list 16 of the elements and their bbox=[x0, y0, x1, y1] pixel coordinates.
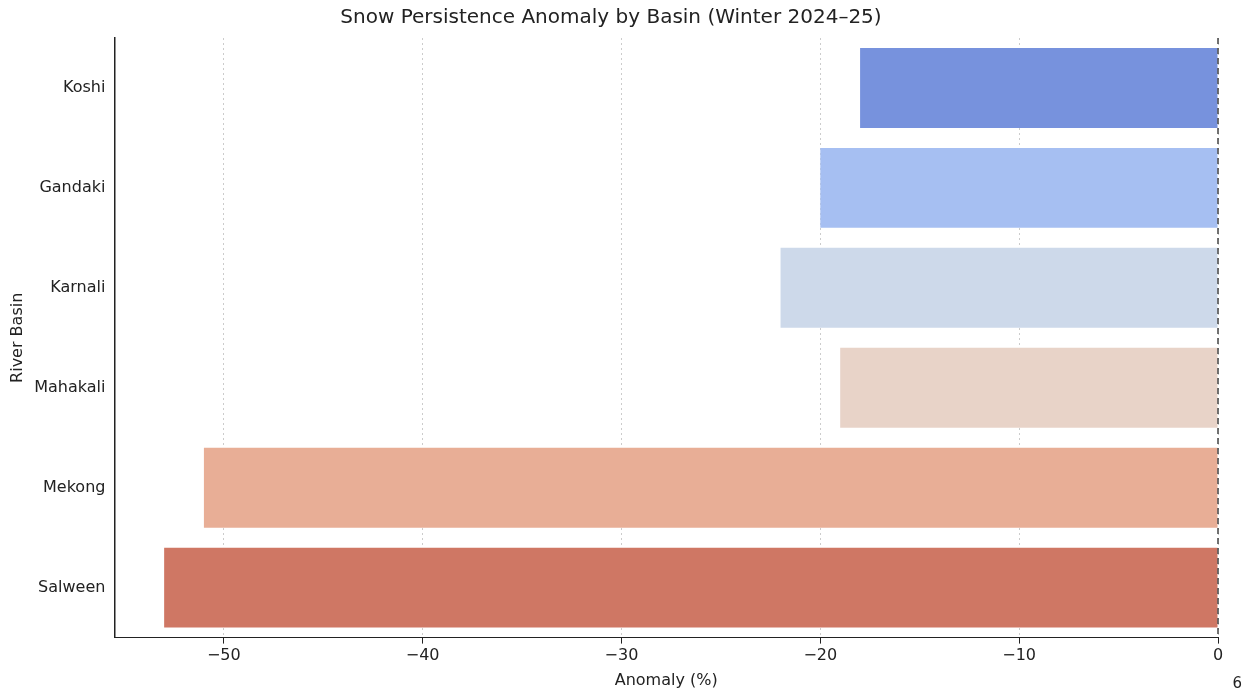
x-tick-label: −20 bbox=[803, 645, 838, 665]
x-tick-label: −30 bbox=[604, 645, 639, 665]
y-tick-label: Mekong bbox=[43, 476, 106, 496]
chart-title: Snow Persistence Anomaly by Basin (Winter 2024–25) bbox=[340, 4, 882, 29]
y-tick-label: Salween bbox=[38, 576, 106, 596]
y-axis-title: River Basin bbox=[6, 292, 26, 383]
y-tick-label: Mahakali bbox=[34, 376, 106, 396]
y-tick-label: Karnali bbox=[50, 276, 106, 296]
x-tick-label: −50 bbox=[206, 645, 241, 665]
text: 6 bbox=[1232, 674, 1242, 692]
x-tick-label: 0 bbox=[1212, 645, 1224, 665]
x-tick-label: −40 bbox=[405, 645, 440, 665]
x-tick-label: −10 bbox=[1002, 645, 1037, 665]
y-tick-label: Koshi bbox=[63, 77, 106, 97]
y-tick-label: Gandaki bbox=[39, 177, 106, 197]
x-axis-title: Anomaly (%) bbox=[614, 669, 718, 689]
